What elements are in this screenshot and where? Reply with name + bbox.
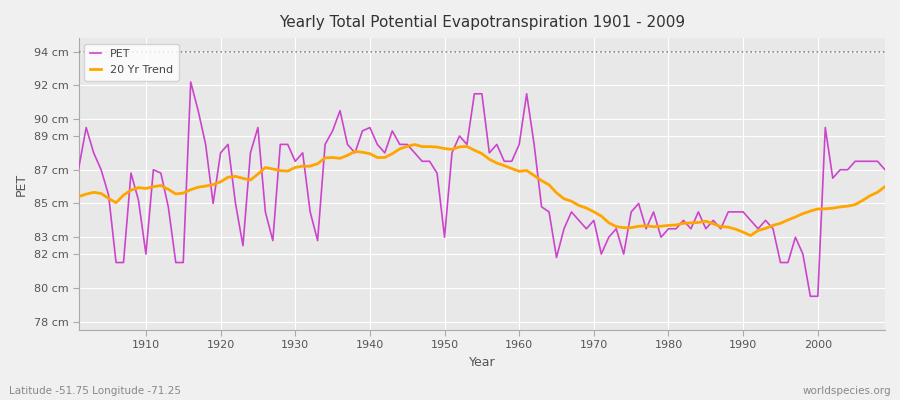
PET [879, 167, 890, 172]
Line: PET: PET [78, 82, 885, 296]
PET [521, 91, 532, 96]
PET [611, 226, 622, 231]
Y-axis label: PET: PET [15, 172, 28, 196]
PET [305, 210, 316, 214]
20 Yr Trend [879, 184, 890, 189]
PET [805, 294, 815, 299]
20 Yr Trend [410, 142, 420, 147]
Legend: PET, 20 Yr Trend: PET, 20 Yr Trend [85, 44, 178, 80]
PET [133, 198, 144, 202]
20 Yr Trend [611, 224, 622, 229]
20 Yr Trend [521, 168, 532, 173]
Text: worldspecies.org: worldspecies.org [803, 386, 891, 396]
20 Yr Trend [297, 164, 308, 168]
Title: Yearly Total Potential Evapotranspiration 1901 - 2009: Yearly Total Potential Evapotranspiratio… [279, 15, 685, 30]
20 Yr Trend [514, 169, 525, 174]
PET [73, 166, 84, 170]
20 Yr Trend [342, 153, 353, 158]
20 Yr Trend [73, 194, 84, 199]
X-axis label: Year: Year [469, 356, 495, 369]
PET [185, 80, 196, 84]
Line: 20 Yr Trend: 20 Yr Trend [78, 144, 885, 236]
20 Yr Trend [133, 185, 144, 190]
20 Yr Trend [745, 233, 756, 238]
Text: Latitude -51.75 Longitude -71.25: Latitude -51.75 Longitude -71.25 [9, 386, 181, 396]
PET [349, 150, 360, 155]
PET [514, 142, 525, 147]
